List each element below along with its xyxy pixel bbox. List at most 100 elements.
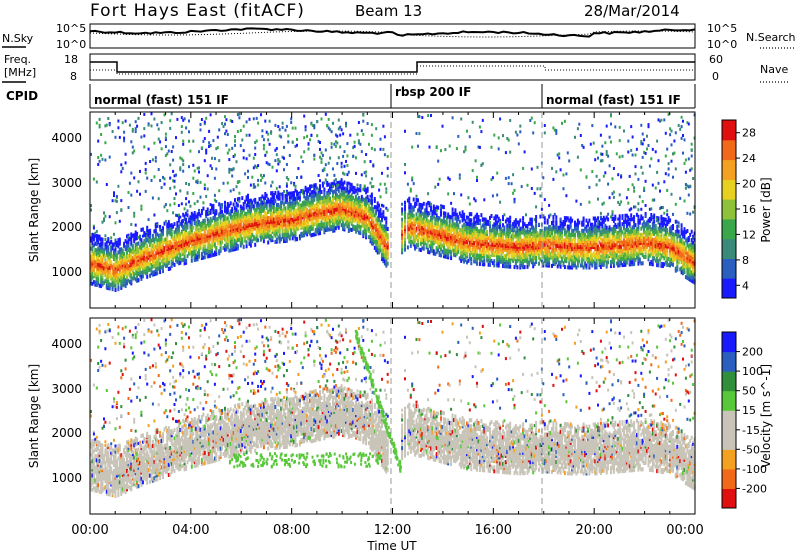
- power-cell: [320, 160, 323, 164]
- power-cell: [274, 123, 277, 127]
- power-cell: [199, 128, 202, 132]
- power-cell: [153, 270, 156, 275]
- power-cell: [100, 284, 103, 289]
- power-cell: [169, 266, 172, 271]
- power-cell: [143, 243, 146, 248]
- power-cell: [314, 183, 317, 188]
- power-cell: [98, 242, 101, 247]
- power-cell: [98, 234, 101, 239]
- power-cell: [512, 173, 515, 177]
- power-cell: [182, 139, 185, 143]
- power-cell: [94, 282, 97, 287]
- power-cell: [127, 235, 130, 239]
- power-cell: [169, 163, 172, 167]
- power-cell: [147, 218, 150, 222]
- power-cell: [100, 237, 103, 242]
- power-cell: [153, 237, 156, 242]
- power-cell: [166, 249, 169, 254]
- power-cell: [140, 256, 143, 261]
- power-cell: [121, 273, 124, 277]
- power-cell: [203, 255, 206, 260]
- power-cell: [133, 176, 136, 180]
- power-cell: [136, 124, 139, 128]
- power-cell: [437, 205, 440, 210]
- power-cell: [241, 196, 244, 201]
- power-cell: [153, 245, 156, 250]
- power-cell: [363, 184, 366, 188]
- power-cell: [101, 243, 104, 248]
- power-cell: [359, 184, 362, 188]
- power-cell: [95, 270, 98, 275]
- power-cell: [90, 281, 92, 286]
- power-cell: [103, 254, 105, 259]
- power-cell: [126, 240, 128, 245]
- power-cell: [306, 134, 309, 138]
- power-cell: [114, 283, 117, 288]
- power-cell: [363, 160, 366, 164]
- power-cell: [274, 190, 277, 195]
- power-cell: [103, 219, 105, 222]
- power-cell: [199, 123, 202, 126]
- power-cell: [140, 248, 143, 253]
- power-cell: [157, 258, 160, 263]
- power-cell: [175, 237, 177, 242]
- power-cell: [257, 178, 260, 182]
- power-cell: [339, 133, 342, 137]
- power-cell: [130, 140, 133, 144]
- power-cell: [95, 278, 98, 283]
- power-cell: [134, 242, 137, 247]
- power-cell: [226, 133, 229, 136]
- power-cell: [113, 194, 115, 198]
- power-cell: [149, 259, 152, 264]
- power-cell: [319, 231, 321, 236]
- power-cell: [464, 148, 467, 152]
- power-cell: [159, 233, 162, 238]
- power-cell: [232, 167, 235, 171]
- power-cell: [248, 117, 251, 121]
- power-cell: [234, 139, 236, 143]
- power-cell: [101, 276, 104, 281]
- power-cell: [97, 240, 100, 245]
- power-cell: [188, 119, 190, 123]
- power-cell: [115, 263, 118, 268]
- power-cell: [137, 253, 140, 258]
- power-cell: [467, 196, 470, 200]
- power-cell: [107, 286, 110, 291]
- power-cell: [120, 279, 123, 284]
- power-cell: [180, 244, 183, 248]
- power-cell: [144, 271, 147, 276]
- power-cell: [167, 240, 170, 245]
- power-cell: [164, 237, 167, 242]
- power-cell: [206, 187, 209, 191]
- noise-panel-frame: [89, 23, 696, 49]
- power-cell: [120, 275, 123, 280]
- power-cell: [123, 266, 126, 271]
- power-cell: [115, 273, 118, 278]
- power-cell: [143, 265, 146, 270]
- power-cell: [460, 117, 463, 121]
- power-cell: [137, 257, 140, 262]
- power-cell: [134, 261, 137, 266]
- power-cell: [319, 179, 321, 183]
- power-cell: [98, 125, 101, 129]
- power-cell: [105, 240, 108, 245]
- power-cell: [117, 260, 120, 265]
- power-cell: [143, 251, 146, 256]
- power-cell: [176, 231, 179, 236]
- power-cell: [118, 260, 121, 265]
- power-cell: [113, 248, 115, 253]
- power-cell: [177, 257, 180, 262]
- power-cell: [275, 169, 278, 173]
- freq-panel-frame: [89, 53, 696, 81]
- power-cell: [228, 158, 231, 162]
- power-cell: [115, 194, 118, 198]
- power-cell: [267, 240, 270, 245]
- power-cell: [186, 191, 189, 195]
- power-cell: [92, 243, 95, 248]
- power-cell: [170, 112, 173, 116]
- power-cell: [107, 279, 110, 284]
- power-cell: [130, 254, 133, 259]
- power-cell: [136, 266, 139, 271]
- power-cell: [121, 250, 124, 255]
- power-cell: [172, 211, 175, 215]
